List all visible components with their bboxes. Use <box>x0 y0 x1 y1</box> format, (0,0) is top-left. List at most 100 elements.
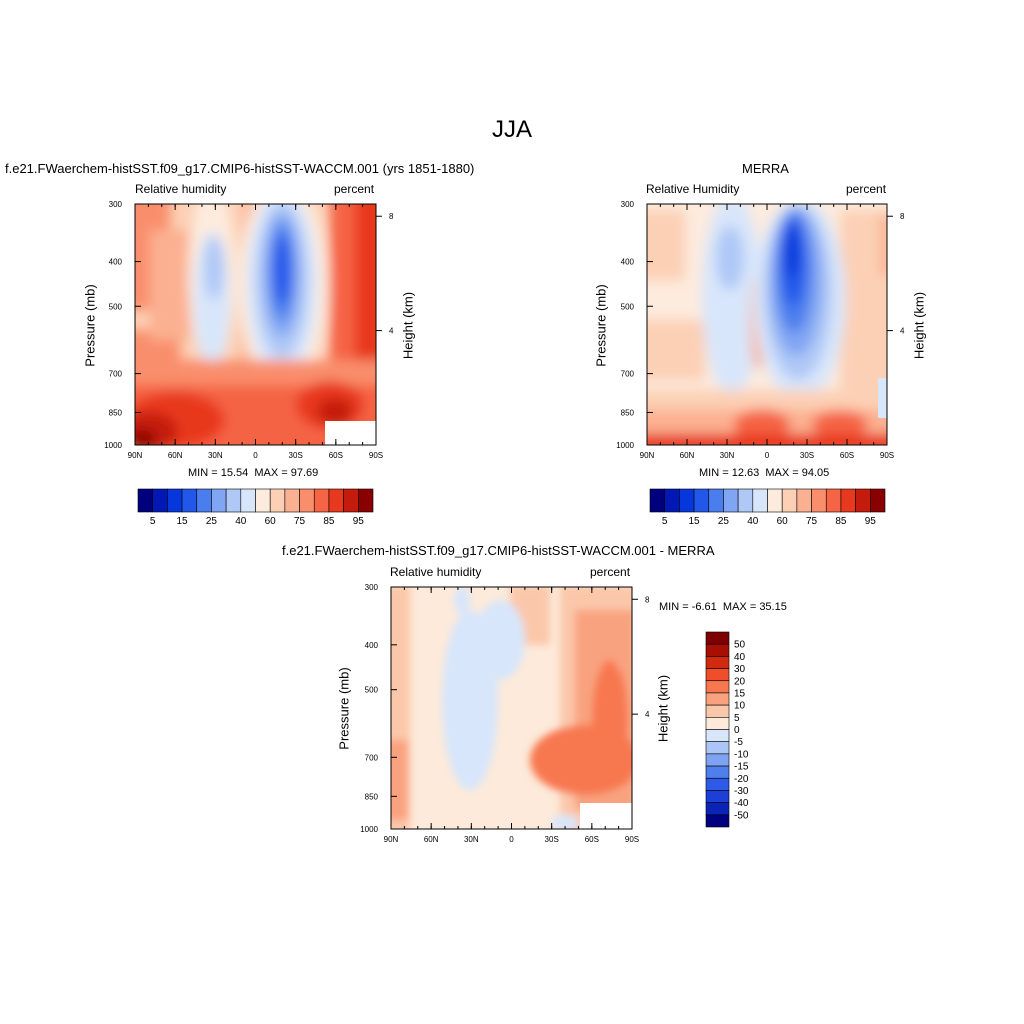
panel-3-colorbar-label: 40 <box>734 652 746 663</box>
panel-1-xtick-label: 30N <box>208 451 223 460</box>
panel-3-minmax: MIN = -6.61 MAX = 35.15 <box>659 601 787 613</box>
panel-1-min-value: 15.54 <box>220 467 249 479</box>
panel-3-colorbar-box <box>705 668 730 682</box>
panel-3-colorbar-box <box>705 643 730 657</box>
panel-3-left-string: Relative humidity <box>390 565 482 579</box>
panel-2-ytick-label: 850 <box>621 408 635 417</box>
panel-3-xtick-label: 90S <box>625 835 639 844</box>
panel-2-colorbar-box <box>840 488 856 513</box>
panel-2-xtick-label: 90S <box>880 451 894 460</box>
panel-2-xtick-label: 60N <box>680 451 695 460</box>
panel-1-colorbar-label: 95 <box>353 516 365 527</box>
panel-2-xtick-label: 30N <box>720 451 735 460</box>
panel-2-ytick-label: 700 <box>621 370 635 379</box>
panel-2-ytick-label: 300 <box>621 200 635 209</box>
panel-2-colorbar-label: 25 <box>718 516 730 527</box>
panel-3-colorbar-label: -20 <box>734 774 749 785</box>
panel-1-right-string: percent <box>334 182 375 196</box>
panel-1-ytick-label: 400 <box>109 258 123 267</box>
panel-1-colorbar-box <box>313 488 330 513</box>
panel-3-colorbar-label: 5 <box>734 713 740 724</box>
panel-3-xtick-label: 60S <box>585 835 599 844</box>
figure-title: JJA <box>491 116 532 143</box>
panel-1-colorbar-label: 85 <box>323 516 335 527</box>
panel-2-colorbar-box <box>781 488 798 513</box>
panel-3-y2tick-label: 8 <box>645 595 650 604</box>
panel-2-y2tick-label: 8 <box>900 212 905 221</box>
panel-1-colorbar-box <box>269 488 286 513</box>
panel-2-colorbar-label: 95 <box>865 516 877 527</box>
panel-3-colorbar-box <box>705 680 730 694</box>
panel-1-xtick-label: 90N <box>128 451 143 460</box>
panel-2-min-value: 12.63 <box>731 467 760 479</box>
panel-1-xtick-label: 30S <box>289 451 303 460</box>
panel-1-colorbar-box <box>358 488 374 513</box>
panel-3-right-string: percent <box>590 565 631 579</box>
panel-2-colorbar-box <box>767 488 783 513</box>
panel-2-colorbar-box <box>708 488 724 513</box>
panel-3-colorbar-label: -30 <box>734 786 749 797</box>
panel-2-field <box>647 204 887 445</box>
panel-2-y2tick-label: 4 <box>900 327 905 336</box>
panel-1-y2tick-label: 4 <box>389 327 394 336</box>
panel-1-colorbar-box <box>255 488 271 513</box>
panel-1-colorbar-box <box>211 488 227 513</box>
panel-1-ytick-label: 300 <box>109 200 123 209</box>
panel-1-xtick-label: 60S <box>329 451 343 460</box>
panel-2-colorbar-box <box>870 488 886 513</box>
panel-2-colorbar-box <box>796 488 812 513</box>
panel-3-ytick-label: 500 <box>365 686 379 695</box>
panel-2-left-string: Relative Humidity <box>646 182 740 196</box>
panel-1-colorbar-box <box>225 488 242 513</box>
panel-3-colorbar-box <box>705 729 730 742</box>
panel-2-xtick-label: 90N <box>640 451 655 460</box>
panel-2-colorbar-label: 15 <box>689 516 701 527</box>
panel-1-colorbar-box <box>284 488 300 513</box>
panel-3-colorbar-box <box>705 765 730 779</box>
panel-2-colorbar-box <box>649 488 665 513</box>
panel-1-colorbar-label: 5 <box>150 516 156 527</box>
panel-3-colorbar-label: 50 <box>734 640 746 651</box>
panel-3-ytick-label: 850 <box>365 792 379 801</box>
panel-3-xtick-label: 60N <box>424 835 439 844</box>
panel-3-colorbar-label: -40 <box>734 798 749 809</box>
panel-3-ytick-label: 1000 <box>360 825 378 834</box>
panel-3-colorbar-box <box>705 790 730 803</box>
panel-1-colorbar-box <box>299 488 315 513</box>
panel-3-colorbar-label: -15 <box>734 762 749 773</box>
panel-2-colorbar-box <box>752 488 768 513</box>
panel-1-colorbar-box <box>152 488 168 513</box>
panel-1-left-string: Relative humidity <box>135 182 227 196</box>
panel-3-colorbar-label: 20 <box>734 676 746 687</box>
panel-1-colorbar-box <box>181 488 198 513</box>
panel-3-colorbar-label: 15 <box>734 688 746 699</box>
panel-3-colorbar-box <box>705 717 730 730</box>
panel-3-xtick-label: 90N <box>384 835 399 844</box>
panel-2-xtick-label: 60S <box>840 451 854 460</box>
panel-3-colorbar-label: 30 <box>734 664 746 675</box>
panel-3-colorbar-label: -10 <box>734 749 749 760</box>
panel-1-colorbar-label: 15 <box>177 516 189 527</box>
panel-3-colorbar-label: -5 <box>734 737 743 748</box>
panel-3-colorbar-label: 0 <box>734 725 740 736</box>
panel-3-xtick-label: 30N <box>464 835 479 844</box>
panel-3-colorbar-box <box>705 777 730 791</box>
panel-1-field <box>135 204 376 445</box>
panel-2-title: MERRA <box>742 161 789 176</box>
panel-1-colorbar-box <box>137 488 153 513</box>
panel-2-xtick-label: 30S <box>800 451 814 460</box>
panel-3-y2tick-label: 4 <box>645 710 650 719</box>
panel-1-ytick-label: 500 <box>109 302 123 311</box>
panel-1-colorbar-box <box>328 488 344 513</box>
panel-2-ytick-label: 500 <box>621 302 635 311</box>
panel-2-colorbar-box <box>811 488 827 513</box>
panel-2-colorbar-box <box>855 488 871 513</box>
panel-2-xtick-label: 0 <box>765 451 770 460</box>
panel-3-ytick-label: 400 <box>365 641 379 650</box>
panel-1-colorbar-box <box>240 488 256 513</box>
panel-3-ytick-label: 300 <box>365 583 379 592</box>
panel-3-colorbar-box <box>705 704 730 718</box>
panel-2-colorbar-label: 75 <box>806 516 818 527</box>
panel-2-colorbar-box <box>825 488 842 513</box>
